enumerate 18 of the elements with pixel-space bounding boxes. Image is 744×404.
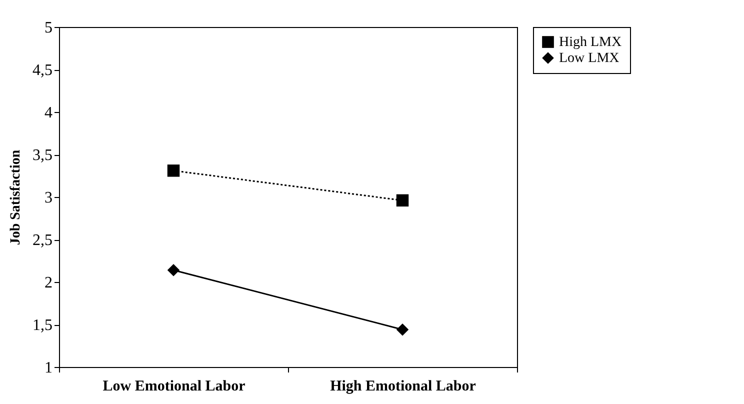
legend-label: High LMX — [559, 35, 622, 50]
point — [396, 194, 409, 207]
y-tick-label: 1 — [44, 360, 52, 376]
x-tick-label: High Emotional Labor — [330, 378, 476, 394]
point — [396, 323, 409, 336]
y-tick-label: 3,5 — [32, 147, 52, 164]
x-tick-label: Low Emotional Labor — [102, 378, 246, 394]
y-tick-label: 4,5 — [32, 62, 52, 79]
y-tick-label: 1,5 — [32, 317, 52, 334]
y-tick-label: 4 — [44, 104, 52, 122]
point — [167, 164, 180, 177]
y-tick-label: 5 — [44, 20, 52, 36]
y-axis-title: Job Satisfaction — [8, 150, 24, 246]
legend-label: Low LMX — [559, 51, 620, 66]
y-tick-label: 2 — [44, 274, 52, 292]
y-tick-label: 2,5 — [32, 232, 52, 249]
point — [167, 264, 180, 276]
y-tick-label: 3 — [44, 190, 52, 206]
